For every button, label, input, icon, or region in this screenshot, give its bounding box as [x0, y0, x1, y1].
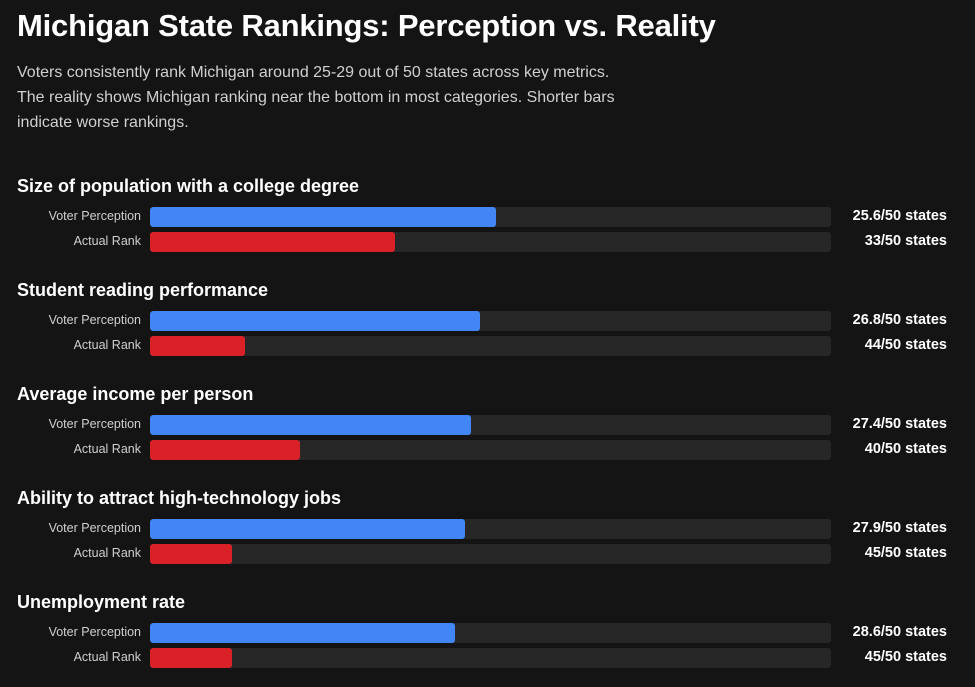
- data-label: 45/50 states: [864, 649, 947, 665]
- subtitle-line: The reality shows Michigan ranking near …: [17, 89, 615, 106]
- series-label: Voter Perception: [48, 625, 141, 639]
- series-label: Voter Perception: [48, 417, 141, 431]
- bar: [150, 544, 232, 564]
- category-group: Unemployment rate Voter Perception 28.6/50…: [0, 592, 975, 682]
- category-group: Student reading performance Voter Percept…: [0, 280, 975, 370]
- series-label: Actual Rank: [73, 442, 141, 456]
- bar: [150, 648, 232, 668]
- bar-track: [150, 440, 831, 460]
- bar-row: Actual Rank 33/50 states: [0, 232, 975, 253]
- category-group: Average income per person Voter Perceptio…: [0, 384, 975, 474]
- bar: [150, 519, 465, 539]
- chart-subtitle: Voters consistently rank Michigan around…: [17, 60, 717, 135]
- bar: [150, 311, 480, 331]
- data-label: 33/50 states: [864, 233, 947, 249]
- series-label: Voter Perception: [48, 209, 141, 223]
- bar-track: [150, 207, 831, 227]
- bar-track: [150, 336, 831, 356]
- category-label: Average income per person: [17, 384, 254, 404]
- bar-track: [150, 623, 831, 643]
- category-group: Ability to attract high-technology jobs V…: [0, 488, 975, 578]
- series-label: Voter Perception: [48, 521, 141, 535]
- bar-track: [150, 519, 831, 539]
- chart-title: Michigan State Rankings: Perception vs. …: [17, 8, 716, 43]
- bar-row: Actual Rank 45/50 states: [0, 648, 975, 669]
- category-label: Size of population with a college degree: [17, 176, 360, 196]
- bar-row: Actual Rank 44/50 states: [0, 336, 975, 357]
- bar-row: Voter Perception 27.9/50 states: [0, 519, 975, 540]
- series-label: Actual Rank: [73, 650, 141, 664]
- data-label: 28.6/50 states: [852, 624, 947, 640]
- bar-row: Voter Perception 25.6/50 states: [0, 207, 975, 228]
- bar-track: [150, 415, 831, 435]
- bar-row: Actual Rank 45/50 states: [0, 544, 975, 565]
- bar-row: Voter Perception 28.6/50 states: [0, 623, 975, 644]
- category-label: Student reading performance: [17, 280, 269, 300]
- data-label: 26.8/50 states: [852, 312, 947, 328]
- series-label: Actual Rank: [73, 546, 141, 560]
- data-label: 44/50 states: [864, 337, 947, 353]
- series-label: Actual Rank: [73, 234, 141, 248]
- bar-row: Actual Rank 40/50 states: [0, 440, 975, 461]
- bar: [150, 623, 456, 643]
- category-group: Size of population with a college degree…: [0, 176, 975, 266]
- bar: [150, 207, 496, 227]
- data-label: 25.6/50 states: [852, 208, 947, 224]
- data-label: 27.4/50 states: [852, 416, 947, 432]
- data-label: 27.9/50 states: [852, 520, 947, 536]
- bar-track: [150, 311, 831, 331]
- bar-track: [150, 544, 831, 564]
- series-label: Actual Rank: [73, 338, 141, 352]
- category-label: Ability to attract high-technology jobs: [17, 488, 341, 508]
- bar: [150, 440, 300, 460]
- data-label: 40/50 states: [864, 441, 947, 457]
- bar-track: [150, 648, 831, 668]
- subtitle-line: indicate worse rankings.: [17, 114, 189, 131]
- category-label: Unemployment rate: [17, 592, 186, 612]
- bar-row: Voter Perception 26.8/50 states: [0, 311, 975, 332]
- bar: [150, 415, 472, 435]
- bar: [150, 336, 246, 356]
- bar: [150, 232, 396, 252]
- bar-track: [150, 232, 831, 252]
- data-label: 45/50 states: [864, 545, 947, 561]
- subtitle-line: Voters consistently rank Michigan around…: [17, 64, 610, 81]
- series-label: Voter Perception: [48, 313, 141, 327]
- bar-row: Voter Perception 27.4/50 states: [0, 415, 975, 436]
